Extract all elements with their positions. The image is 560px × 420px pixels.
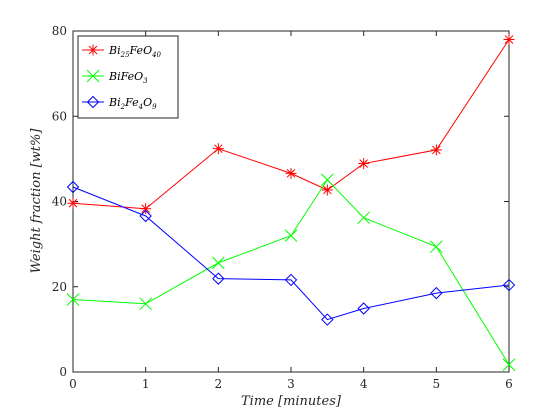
legend-marker xyxy=(86,95,100,109)
legend-entry: BiFeO3 xyxy=(108,70,148,85)
data-point-BiFeO3 xyxy=(320,173,334,187)
x-tick-label: 6 xyxy=(505,377,513,391)
data-point-Bi25FeO40 xyxy=(503,34,515,46)
y-tick-label: 0 xyxy=(59,365,67,379)
data-point-BiFeO3 xyxy=(66,293,80,306)
data-point-Bi25FeO40 xyxy=(212,143,224,155)
data-point-Bi25FeO40 xyxy=(430,144,442,156)
y-tick-label: 60 xyxy=(52,109,67,123)
data-point-Bi2Fe4O9 xyxy=(139,209,152,223)
data-point-Bi25FeO40 xyxy=(285,167,297,179)
data-point-BiFeO3 xyxy=(284,229,298,242)
data-point-Bi2Fe4O9 xyxy=(502,278,516,292)
x-axis-label: Time [minutes] xyxy=(241,394,342,409)
y-tick-label: 40 xyxy=(52,195,67,209)
legend-entry: Bi2Fe4O9 xyxy=(108,96,157,111)
legend: Bi25FeO40 BiFeO3 Bi2Fe4O9 xyxy=(77,35,179,119)
x-tick-label: 1 xyxy=(142,377,150,391)
data-point-BiFeO3 xyxy=(357,211,371,225)
data-point-BiFeO3 xyxy=(429,240,443,254)
data-point-Bi2Fe4O9 xyxy=(212,272,225,285)
data-point-Bi2Fe4O9 xyxy=(430,286,443,300)
series-line-Bi25FeO40 xyxy=(72,39,510,210)
y-tick-label: 20 xyxy=(52,280,67,294)
legend-marker xyxy=(86,69,100,83)
series-layer xyxy=(66,34,516,372)
y-axis-label: Weight fraction [wt%] xyxy=(29,128,44,274)
y-tick-label: 80 xyxy=(52,24,67,38)
legend-entry: Bi25FeO40 xyxy=(108,44,162,59)
data-point-Bi25FeO40 xyxy=(321,184,333,196)
data-point-Bi2Fe4O9 xyxy=(321,313,334,326)
data-point-BiFeO3 xyxy=(139,297,153,311)
x-tick-label: 3 xyxy=(287,377,295,391)
x-tick-label: 2 xyxy=(215,377,223,391)
series-line-BiFeO3 xyxy=(72,178,510,366)
data-point-Bi25FeO40 xyxy=(140,203,152,215)
x-tick-label: 5 xyxy=(433,377,441,391)
data-point-Bi25FeO40 xyxy=(67,197,79,209)
legend-marker xyxy=(87,44,99,56)
data-point-BiFeO3 xyxy=(502,358,516,372)
data-point-BiFeO3 xyxy=(211,256,225,270)
data-point-Bi25FeO40 xyxy=(358,158,370,170)
series-line-Bi2Fe4O9 xyxy=(72,186,510,321)
data-point-Bi2Fe4O9 xyxy=(66,180,80,194)
data-point-Bi2Fe4O9 xyxy=(357,302,370,315)
x-tick-label: 4 xyxy=(360,377,368,391)
data-point-Bi2Fe4O9 xyxy=(284,273,298,287)
x-tick-label: 0 xyxy=(69,377,77,391)
